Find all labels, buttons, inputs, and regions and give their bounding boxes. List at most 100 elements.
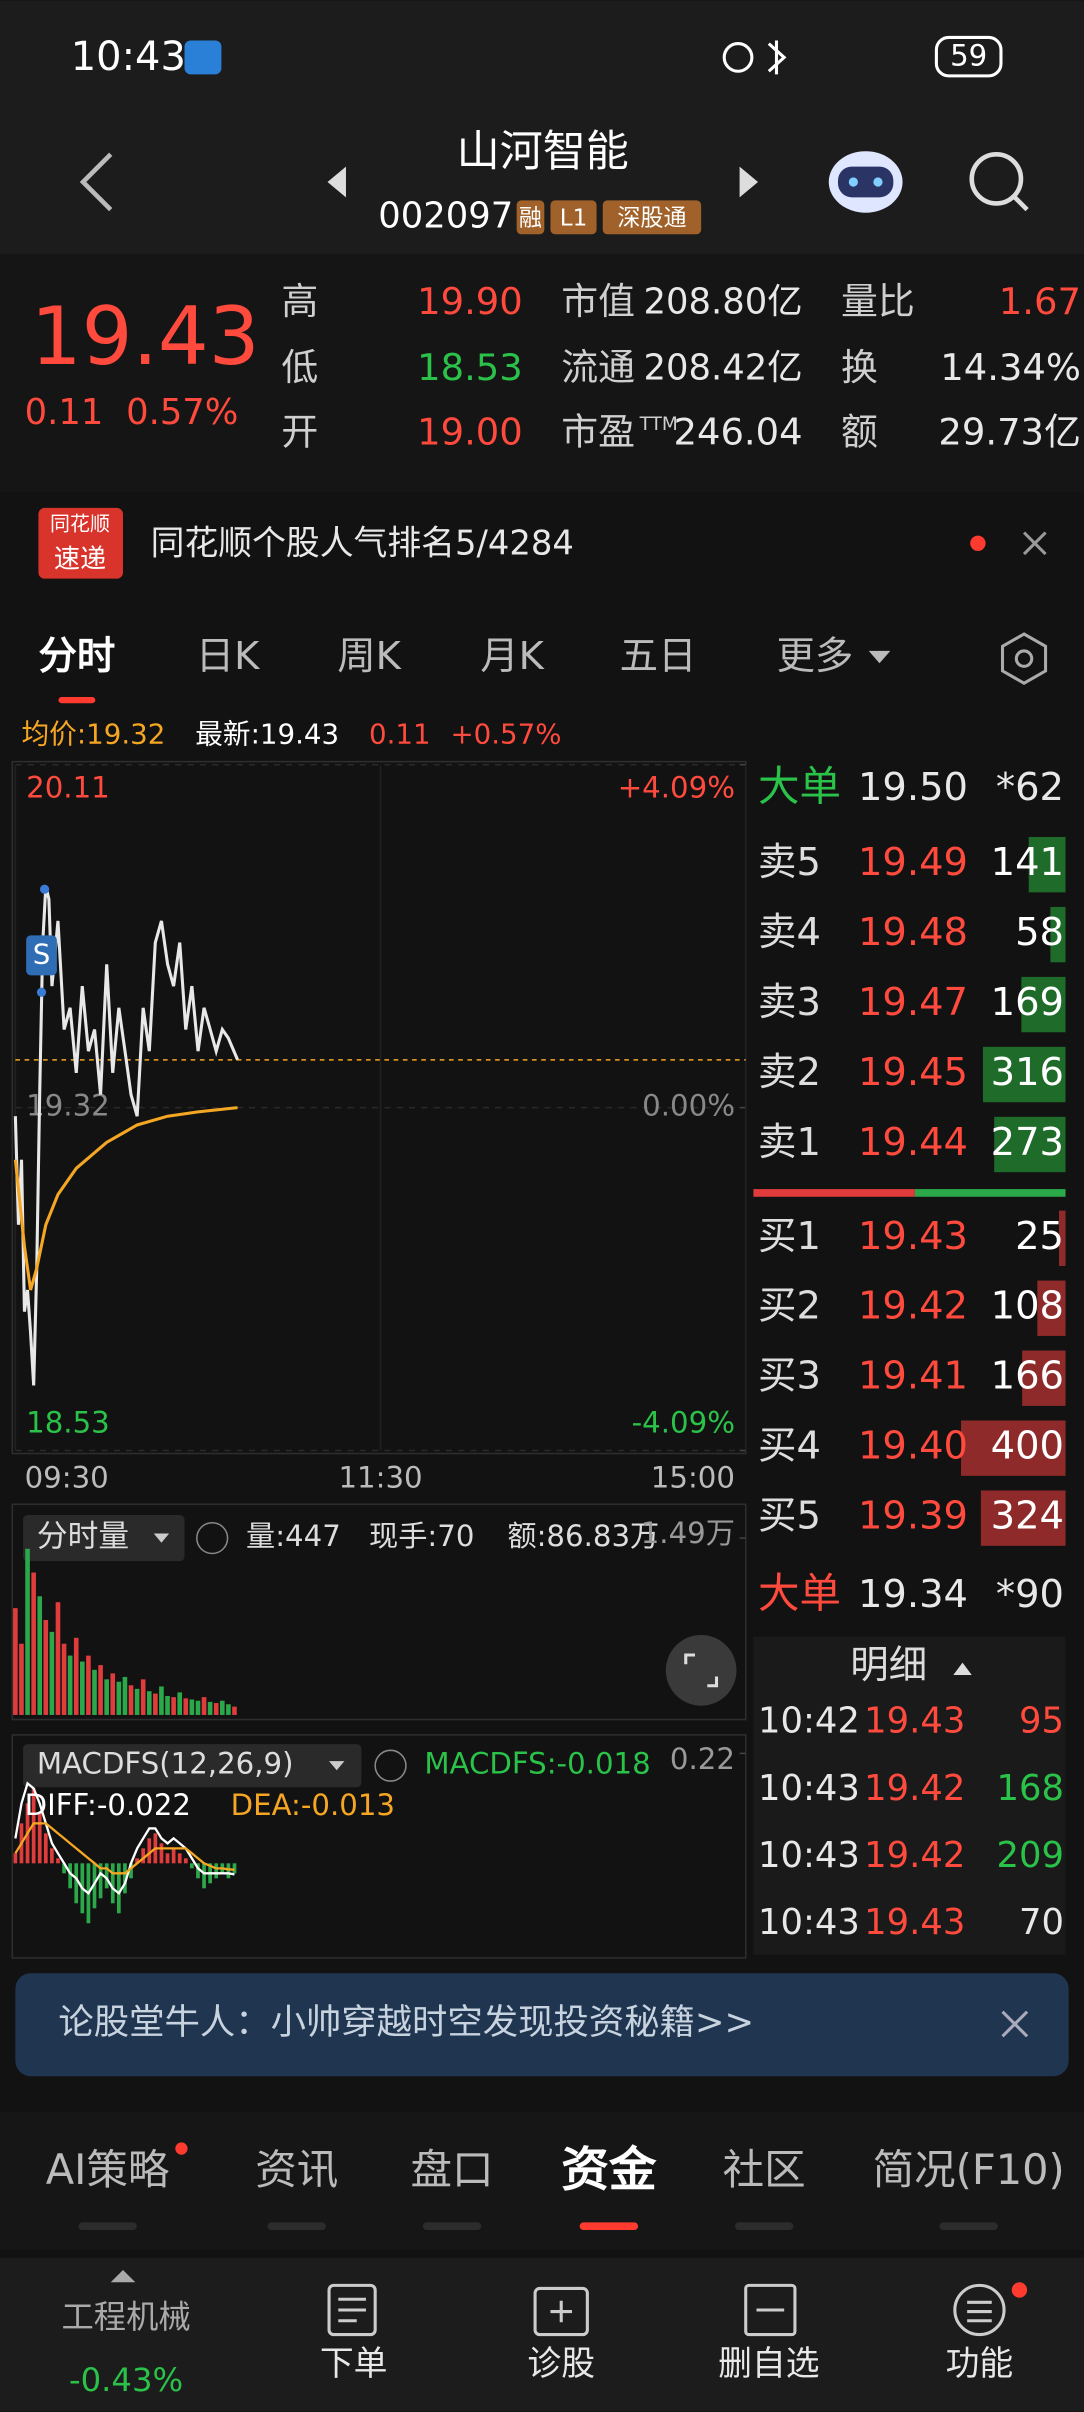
volume-bar bbox=[73, 1637, 79, 1715]
macd-selector[interactable] bbox=[23, 1744, 362, 1788]
volume-annotation: 现手:70 bbox=[369, 1519, 474, 1553]
level-price: 19.43 bbox=[858, 1214, 968, 1259]
settings-icon[interactable] bbox=[1000, 632, 1048, 685]
detail-time: 10:42 bbox=[758, 1701, 860, 1742]
volume-bar bbox=[134, 1688, 140, 1715]
robot-icon[interactable] bbox=[828, 151, 903, 213]
x-tick-label: 15:00 bbox=[651, 1461, 735, 1495]
level-qty: 58 bbox=[1015, 910, 1064, 955]
detail-qty: 168 bbox=[997, 1768, 1065, 1809]
volume-bar bbox=[146, 1691, 152, 1715]
banner-close[interactable] bbox=[1001, 2010, 1029, 2038]
qty-bar bbox=[1037, 1280, 1066, 1336]
level-qty: 108 bbox=[991, 1284, 1064, 1329]
level-label: 卖4 bbox=[758, 910, 821, 955]
volume-bar bbox=[232, 1706, 237, 1715]
info-change-pct: +0.57% bbox=[451, 717, 562, 750]
detail-qty: 70 bbox=[1019, 1902, 1064, 1943]
footer-button[interactable]: 诊股 bbox=[527, 2344, 595, 2383]
detail-price: 19.43 bbox=[864, 1902, 965, 1943]
bottom-tab[interactable]: 社区 bbox=[723, 2145, 806, 2194]
macd-bar bbox=[232, 1863, 237, 1874]
macd-bar bbox=[159, 1843, 164, 1864]
stat-label: 市值 bbox=[561, 280, 635, 323]
period-tab[interactable]: 月K bbox=[480, 634, 544, 679]
bottom-tab[interactable]: 资金 bbox=[561, 2143, 657, 2198]
battery: 59 bbox=[950, 38, 987, 72]
bottom-tab[interactable]: 盘口 bbox=[411, 2145, 494, 2194]
level-label: 买3 bbox=[758, 1354, 821, 1399]
bottom-tab[interactable]: 简况(F10) bbox=[873, 2145, 1065, 2194]
expand-button[interactable] bbox=[665, 1634, 737, 1706]
bottom-tab[interactable]: AI策略 bbox=[46, 2145, 170, 2194]
big-buy-price: 19.34 bbox=[858, 1572, 968, 1617]
footer-button[interactable]: 功能 bbox=[946, 2344, 1014, 2383]
sector-change: -0.43% bbox=[69, 2361, 183, 2399]
news-close[interactable] bbox=[1022, 531, 1047, 556]
news-dot bbox=[970, 535, 986, 551]
qty-bar bbox=[1022, 1350, 1066, 1406]
tab-indicator bbox=[58, 697, 96, 704]
y-tick-label: 0.22 bbox=[670, 1742, 735, 1776]
macd-bar bbox=[31, 1788, 36, 1864]
help-icon[interactable] bbox=[374, 1749, 407, 1782]
banner-text[interactable]: 论股堂牛人：小帅穿越时空发现投资秘籍>> bbox=[58, 2002, 754, 2043]
dropdown-arrow bbox=[153, 1533, 170, 1543]
volume-bar bbox=[13, 1608, 18, 1715]
news-text[interactable]: 同花顺个股人气排名5/4284 bbox=[151, 523, 574, 562]
detail-time: 10:43 bbox=[758, 1768, 860, 1809]
stat-label: 市盈 bbox=[561, 411, 635, 454]
detail-qty: 95 bbox=[1019, 1701, 1064, 1742]
signal-bg bbox=[26, 935, 57, 976]
logo-bottom: 速递 bbox=[54, 545, 106, 575]
level-price: 19.47 bbox=[858, 980, 968, 1025]
level-label: 买4 bbox=[758, 1424, 821, 1469]
macd-bar bbox=[116, 1863, 121, 1914]
period-tab[interactable]: 周K bbox=[337, 634, 401, 679]
dropdown-arrow bbox=[329, 1761, 345, 1771]
ratio-green bbox=[914, 1189, 1066, 1197]
x-tick-label: 11:30 bbox=[338, 1461, 422, 1495]
period-tab[interactable]: 五日 bbox=[620, 634, 697, 679]
dea-line bbox=[14, 1822, 235, 1875]
macd-bar bbox=[226, 1863, 231, 1879]
diff-line bbox=[14, 1781, 235, 1896]
detail-time: 10:43 bbox=[758, 1835, 860, 1876]
sector[interactable]: 工程机械 bbox=[62, 2298, 191, 2336]
stat-label: 高 bbox=[281, 280, 318, 323]
footer-button[interactable]: 下单 bbox=[320, 2344, 388, 2383]
back-button[interactable] bbox=[79, 152, 113, 212]
stock-code: 002097 bbox=[378, 195, 513, 236]
period-tab[interactable]: 更多 bbox=[777, 634, 854, 679]
qty-bar bbox=[1059, 1210, 1066, 1266]
help-icon[interactable] bbox=[196, 1521, 229, 1555]
volume-bar bbox=[195, 1700, 201, 1715]
detail-price: 19.43 bbox=[864, 1701, 965, 1742]
stat-value: 14.34% bbox=[940, 346, 1081, 389]
volume-bar bbox=[25, 1548, 30, 1715]
macd-bar bbox=[50, 1848, 54, 1864]
x-tick-label: 09:30 bbox=[25, 1461, 109, 1495]
footer-button[interactable]: 删自选 bbox=[718, 2344, 819, 2383]
logo-top: 同花顺 bbox=[50, 511, 110, 535]
period-tab[interactable]: 日K bbox=[196, 634, 260, 679]
volume-bar bbox=[226, 1704, 231, 1715]
next-stock[interactable] bbox=[739, 166, 759, 198]
banner-bg[interactable] bbox=[15, 1973, 1069, 2077]
search-button[interactable] bbox=[969, 151, 1029, 212]
volume-selector[interactable] bbox=[23, 1515, 185, 1562]
stat-sup: TTM bbox=[639, 414, 678, 435]
volume-bar bbox=[110, 1673, 116, 1715]
notice-dot bbox=[1011, 2282, 1028, 2298]
big-sell-qty: *62 bbox=[996, 765, 1064, 810]
y-tick-label: 1.49万 bbox=[641, 1516, 735, 1550]
macd-bar bbox=[183, 1858, 188, 1864]
macd-bar bbox=[196, 1863, 200, 1879]
tabs-bg bbox=[0, 2111, 1084, 2251]
qty-bar bbox=[1028, 836, 1066, 893]
prev-stock[interactable] bbox=[327, 166, 346, 198]
stat-label: 换 bbox=[841, 346, 878, 389]
period-tab[interactable]: 分时 bbox=[38, 634, 115, 679]
footer-icons bbox=[327, 2283, 1006, 2337]
bottom-tab[interactable]: 资讯 bbox=[255, 2145, 338, 2194]
